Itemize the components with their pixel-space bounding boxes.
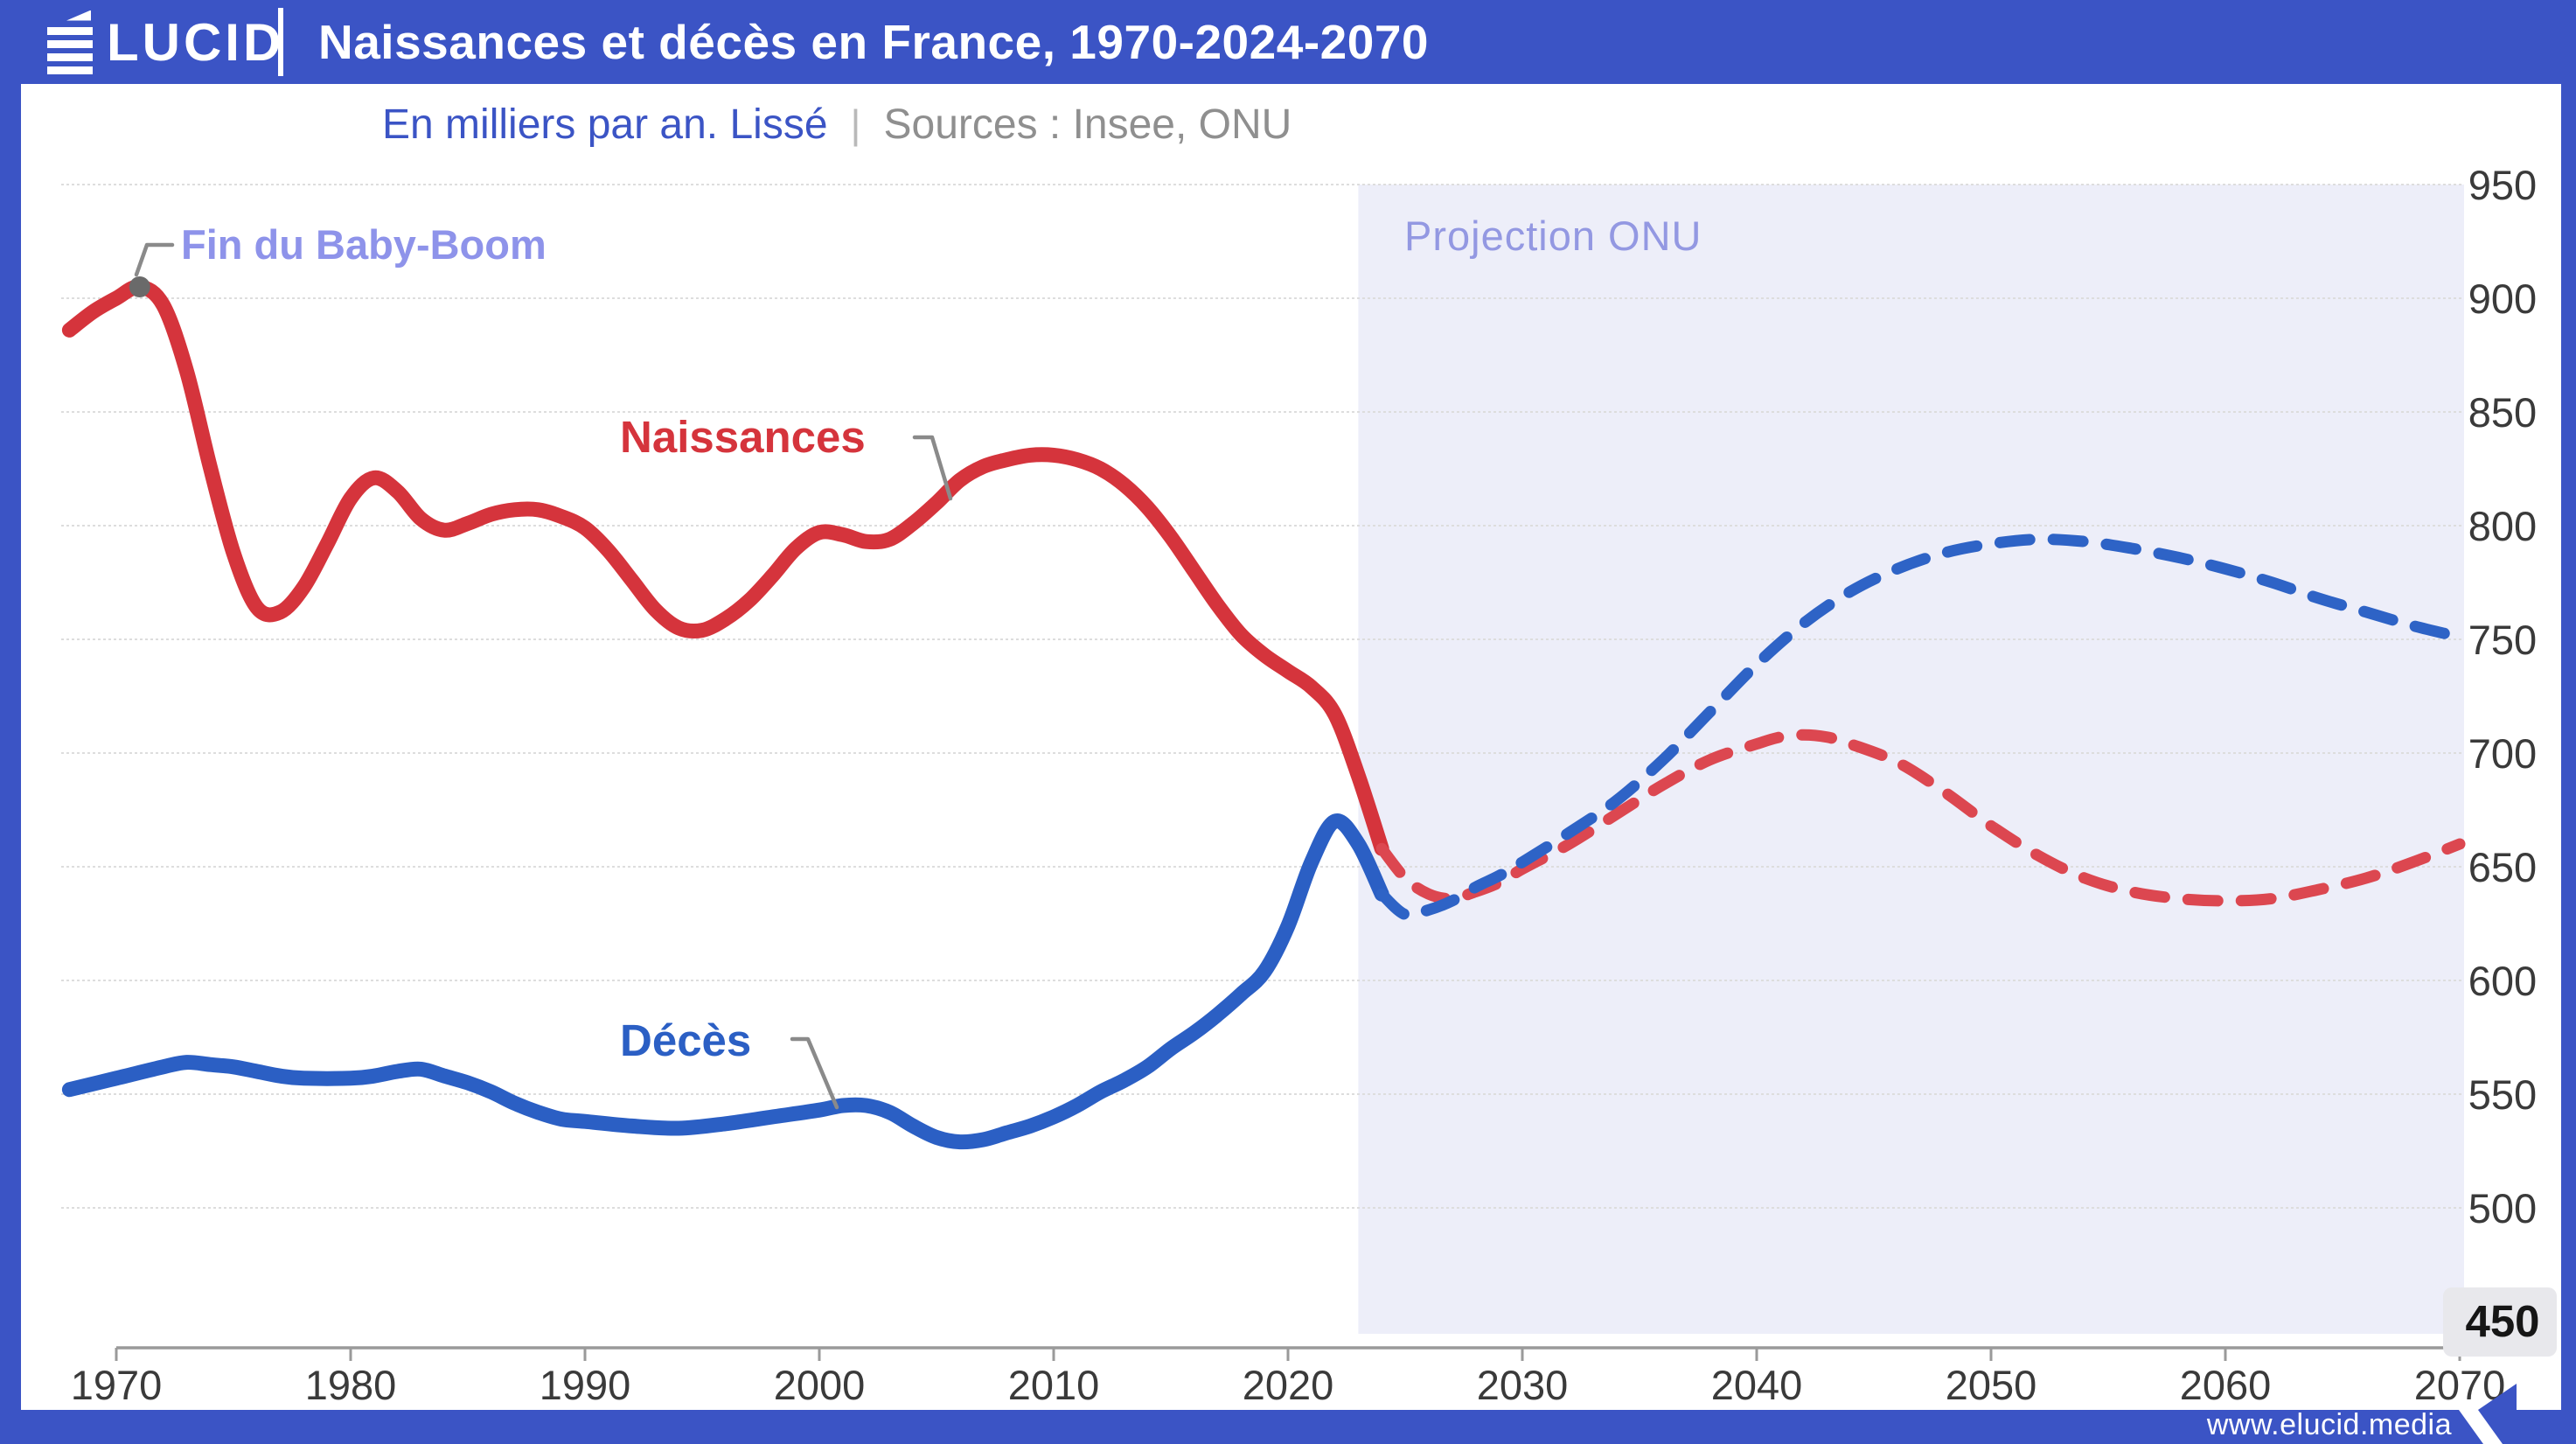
- projection-label: Projection ONU: [1404, 213, 1702, 259]
- y-tick-label: 800: [2468, 503, 2537, 549]
- elucid-logo-wordmark: LUCID: [107, 12, 285, 72]
- annotation-baby-boom: Fin du Baby-Boom: [181, 221, 547, 268]
- page-title: Naissances et décès en France, 1970-2024…: [318, 15, 1429, 69]
- elucid-flag-icon: [2459, 1384, 2522, 1444]
- sources-label: Sources : Insee, ONU: [883, 101, 1292, 148]
- elucid-logo-e-icon: [47, 10, 93, 74]
- x-tick-label: 2060: [2180, 1362, 2272, 1408]
- series-line-births-projection: [1375, 729, 2466, 907]
- series-line-deaths: [61, 813, 1389, 1150]
- x-tick-label: 1970: [71, 1362, 163, 1408]
- y-tick-label: 500: [2468, 1185, 2537, 1231]
- x-tick-label: 2040: [1711, 1362, 1803, 1408]
- x-tick-label: 2030: [1477, 1362, 1569, 1408]
- y-tick-label: 450: [2465, 1296, 2539, 1346]
- series-line-births: [61, 279, 1389, 856]
- x-tick-label: 2020: [1243, 1362, 1334, 1408]
- y-tick-label: 550: [2468, 1071, 2537, 1118]
- footer-bar: www.elucid.media: [0, 1408, 2576, 1444]
- y-tick-label: 900: [2468, 276, 2537, 322]
- x-tick-label: 2010: [1008, 1362, 1100, 1408]
- left-border: [0, 0, 21, 1444]
- series-line-deaths-projection: [1375, 534, 2466, 921]
- header-bar: LUCID Naissances et décès en France, 197…: [0, 0, 2576, 84]
- subtitle: En milliers par an. Lissé | Sources : In…: [382, 98, 1291, 150]
- x-tick-label: 2070: [2414, 1362, 2506, 1408]
- unit-label: En milliers par an. Lissé: [382, 101, 828, 148]
- x-tick-label: 2050: [1946, 1362, 2037, 1408]
- projection-band: [1358, 185, 2464, 1334]
- y-tick-label: 650: [2468, 844, 2537, 890]
- series-label-deces: Décès: [620, 1015, 752, 1065]
- baby-boom-marker-dot: [129, 276, 150, 297]
- y-tick-label: 700: [2468, 730, 2537, 777]
- x-tick-label: 1980: [305, 1362, 397, 1408]
- chart-canvas: 1970 1980 1990 2000 2010 2020 2030 2040 2050 2060…: [61, 162, 2557, 1408]
- deces-callout-line: [790, 1036, 839, 1110]
- y-tick-label: 600: [2468, 958, 2537, 1004]
- right-border: [2561, 0, 2576, 1444]
- header-divider: [278, 8, 283, 76]
- series-label-naissances: Naissances: [620, 412, 866, 462]
- subtitle-separator: |: [850, 101, 861, 147]
- y-tick-label: 850: [2468, 389, 2537, 436]
- footer-url-link[interactable]: www.elucid.media: [2206, 1408, 2452, 1441]
- baseline-tick-box: [2443, 1287, 2557, 1357]
- baby-boom-callout-line: [134, 242, 175, 277]
- elucid-logo: LUCID: [0, 10, 281, 74]
- y-tick-label: 950: [2468, 162, 2537, 208]
- y-tick-label: 750: [2468, 617, 2537, 663]
- x-tick-label: 2000: [774, 1362, 866, 1408]
- x-tick-label: 1990: [540, 1362, 631, 1408]
- naissances-callout-line: [912, 435, 953, 501]
